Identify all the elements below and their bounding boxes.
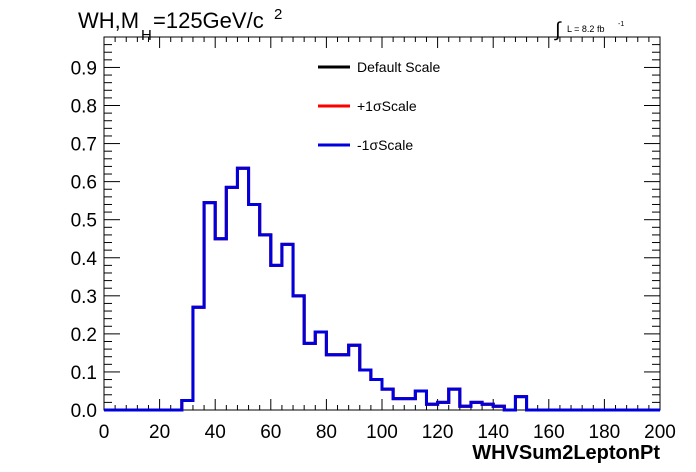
title-prefix: WH,M <box>78 8 139 33</box>
series-line-3 <box>104 166 660 412</box>
series-lines <box>104 166 660 412</box>
x-tick-label: 60 <box>260 422 281 443</box>
y-tick-label: 0.0 <box>71 401 97 422</box>
series-line-2 <box>104 166 660 412</box>
x-tick-label: 80 <box>316 422 337 443</box>
legend-label: -1σScale <box>357 137 413 153</box>
axis-ticks: 0 20 40 60 80 100 120 140 160 180 200 0.0 0.1 0.2 0.3 0… <box>71 37 676 443</box>
y-tick-label: 0.6 <box>71 173 97 194</box>
title-subscript: H <box>141 27 152 44</box>
y-tick-label: 0.7 <box>71 135 97 156</box>
x-tick-label: 20 <box>149 422 170 443</box>
y-tick-label: 0.5 <box>71 211 97 232</box>
y-tick-label: 0.3 <box>71 287 97 308</box>
y-tick-label: 0.1 <box>71 363 97 384</box>
series-line-1 <box>104 166 660 412</box>
title-superscript: 2 <box>274 6 282 23</box>
y-tick-label: 0.9 <box>71 58 97 79</box>
plot-frame <box>103 36 661 411</box>
x-tick-label: 160 <box>533 422 565 443</box>
legend-label: +1σScale <box>357 98 417 114</box>
lumi-superscript: -1 <box>618 21 624 28</box>
legend-label: Default Scale <box>357 59 440 75</box>
x-tick-label: 120 <box>422 422 454 443</box>
legend: Default Scale +1σScale -1σScale <box>318 59 440 153</box>
x-axis-label: WHVSum2LeptonPt <box>472 442 660 464</box>
lumi-label: L = 8.2 fb <box>567 24 604 34</box>
lumi-integral: ∫ <box>554 19 562 41</box>
x-tick-label: 140 <box>477 422 509 443</box>
y-tick-label: 0.8 <box>71 97 97 118</box>
x-tick-label: 0 <box>99 422 110 443</box>
title-main: =125GeV/c <box>153 8 264 33</box>
y-tick-label: 0.4 <box>71 249 98 270</box>
x-tick-label: 100 <box>366 422 398 443</box>
x-tick-label: 180 <box>589 422 621 443</box>
x-tick-label: 40 <box>205 422 226 443</box>
x-tick-label: 200 <box>644 422 676 443</box>
y-tick-label: 0.2 <box>71 325 97 346</box>
